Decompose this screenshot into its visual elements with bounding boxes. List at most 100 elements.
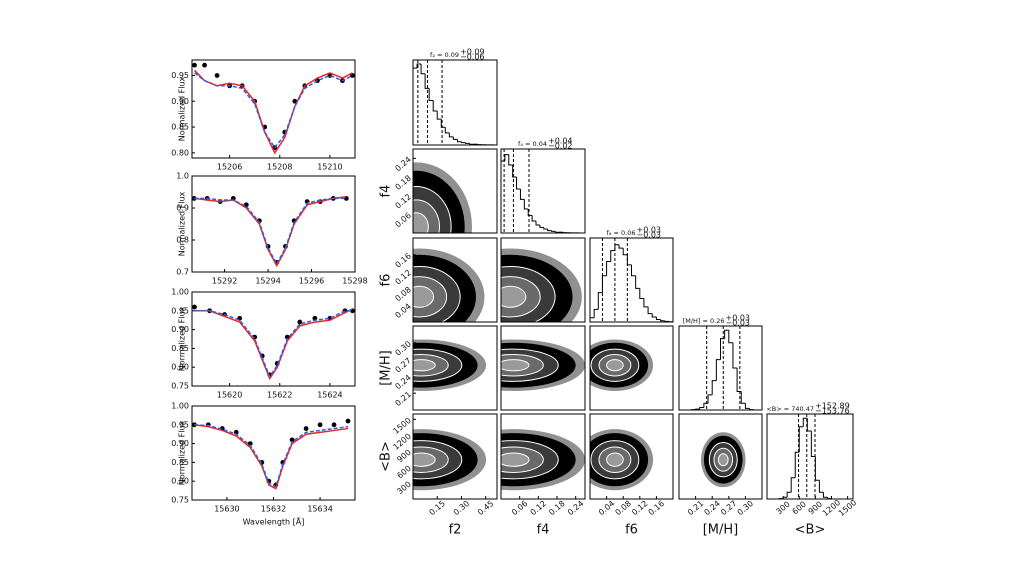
model-line [194, 197, 347, 266]
panel: f₆ = 0.06 +0.03−0.03 [589, 226, 674, 323]
x-tick-label: 15630 [214, 505, 239, 514]
x-axis-label: f2 [449, 523, 462, 538]
histogram-bin [720, 338, 725, 360]
data-point [202, 62, 207, 68]
y-tick-label: 1.0 [176, 172, 189, 181]
y-tick-label: 0.08 [393, 285, 412, 303]
histogram-bin [802, 417, 808, 427]
histogram-bin [614, 244, 620, 251]
histogram-bin [626, 254, 632, 266]
histogram-bin [412, 67, 418, 145]
y-axis-label: [M/H] [379, 350, 394, 386]
y-tick-label: 1500 [392, 416, 413, 436]
model-line [194, 424, 349, 490]
histogram-bin [610, 250, 615, 262]
histogram-bin [728, 330, 733, 344]
histogram-bin [432, 100, 438, 112]
data-point [214, 73, 220, 78]
panel: 0.210.240.270.30 [M/H] [678, 413, 763, 538]
histogram-bin [428, 88, 434, 101]
error-plus: +0.04 [548, 137, 573, 146]
panel-frame [191, 175, 356, 273]
y-tick-label: 600 [395, 464, 412, 481]
histogram-bin [814, 456, 820, 481]
panel-frame [412, 325, 498, 411]
error-plus: +0.03 [637, 226, 662, 235]
y-tick-label: 0.12 [393, 268, 412, 286]
density [413, 429, 487, 491]
histogram-bin [597, 292, 603, 310]
density [590, 339, 654, 391]
histogram-bin [749, 408, 754, 411]
x-tick-label: 15294 [255, 277, 280, 286]
y-tick-label: 0.95 [171, 71, 189, 80]
data-point [233, 429, 239, 435]
histogram-bin [593, 308, 599, 318]
x-tick-label: 1500 [837, 498, 858, 518]
y-axis-label: Normalized Flux [178, 306, 187, 371]
x-tick-label: 0.24 [566, 499, 585, 517]
y-axis-label: <B> [379, 441, 394, 472]
histogram-bin [715, 359, 721, 381]
histogram-bin [703, 402, 709, 408]
model-line [194, 196, 347, 268]
histogram-bin [516, 177, 521, 190]
panel [589, 325, 674, 411]
x-tick-label: 0.06 [510, 499, 529, 517]
histogram-bin [436, 111, 442, 120]
y-tick-label: 0.85 [171, 123, 189, 132]
error-plus: +0.09 [460, 48, 485, 57]
histogram-title: f₂ = 0.09 [430, 51, 459, 59]
y-tick-label: 0.90 [171, 97, 189, 106]
panel: f₂ = 0.09 +0.09−0.06 [412, 48, 498, 146]
panel-frame [191, 405, 356, 501]
y-tick-label: 1.00 [171, 402, 189, 411]
histogram-bin [448, 132, 454, 138]
histogram-bin [826, 497, 832, 500]
x-tick-label: 300 [774, 500, 791, 517]
density-level [413, 452, 436, 467]
histogram-bin [508, 154, 513, 166]
panel-frame [678, 413, 763, 500]
x-tick-label: 15632 [261, 505, 286, 514]
histogram-bin [740, 391, 746, 404]
histogram-bin [822, 492, 828, 498]
histogram-title: [M/H] = 0.26 [683, 317, 725, 325]
model-line [194, 424, 349, 488]
histogram-bin [711, 380, 717, 395]
y-tick-label: 0.9 [176, 204, 189, 213]
histogram-bin [664, 320, 669, 322]
y-tick-label: 0.16 [393, 251, 412, 269]
x-tick-label: 15624 [317, 391, 342, 400]
y-tick-label: 0.06 [393, 211, 412, 229]
x-axis-label: f6 [625, 523, 638, 538]
y-tick-label: 1.00 [171, 288, 189, 297]
histogram-bin [424, 73, 430, 89]
data-point [297, 319, 303, 325]
panel-frame [589, 237, 674, 323]
model-line [194, 310, 353, 379]
histogram-bin [469, 143, 474, 145]
histogram-bin [786, 491, 792, 498]
histogram-bin [622, 248, 628, 256]
x-tick-label: 15620 [217, 391, 242, 400]
x-tick-label: 900 [807, 500, 824, 517]
x-axis-label: [M/H] [703, 523, 739, 538]
density [501, 429, 585, 491]
histogram-bin [444, 127, 450, 134]
x-axis-label: <B> [795, 523, 826, 538]
histogram-bin [512, 165, 517, 178]
panel-frame [589, 325, 674, 411]
histogram-bin [806, 418, 812, 432]
histogram-bin [699, 406, 704, 410]
y-axis-label: Normalized Flux [178, 76, 187, 141]
histogram-bin [744, 403, 750, 409]
model-line [193, 69, 353, 155]
y-tick-label: 0.21 [393, 390, 412, 408]
y-tick-label: 0.95 [171, 420, 189, 429]
y-axis-label: Normalized Flux [178, 191, 187, 256]
density-level [501, 285, 527, 308]
panel: 0.040.080.120.16 f6 [589, 413, 674, 538]
